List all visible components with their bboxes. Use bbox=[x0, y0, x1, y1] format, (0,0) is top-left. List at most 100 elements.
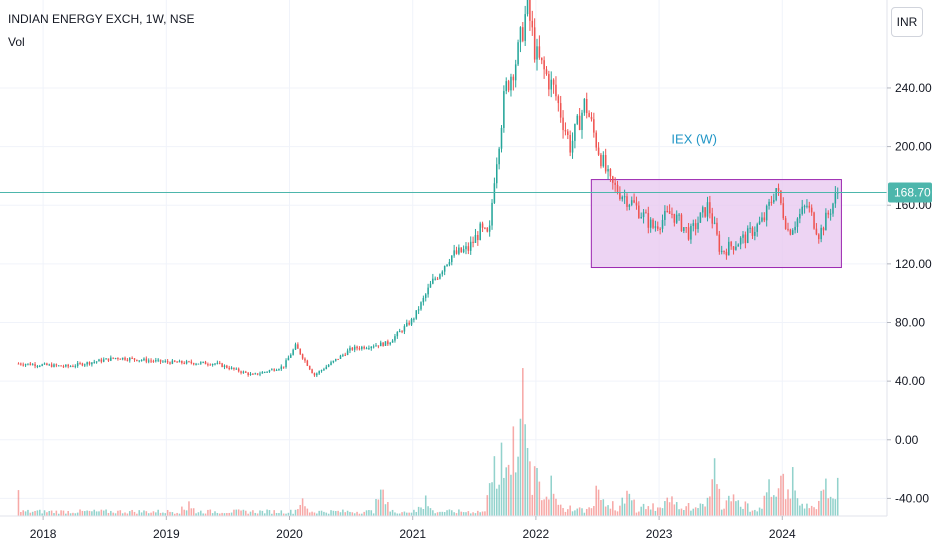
candle[interactable] bbox=[673, 213, 676, 223]
candle[interactable] bbox=[822, 227, 825, 231]
candle[interactable] bbox=[557, 96, 560, 104]
candle[interactable] bbox=[221, 363, 223, 367]
candle[interactable] bbox=[197, 363, 200, 365]
candle[interactable] bbox=[536, 46, 538, 60]
candle[interactable] bbox=[773, 200, 775, 203]
candle[interactable] bbox=[709, 202, 711, 214]
candle[interactable] bbox=[48, 364, 51, 366]
candle[interactable] bbox=[308, 365, 311, 370]
candle[interactable] bbox=[832, 203, 834, 214]
candle[interactable] bbox=[387, 341, 389, 345]
candle[interactable] bbox=[460, 247, 463, 253]
candle[interactable] bbox=[647, 213, 650, 228]
candle[interactable] bbox=[827, 212, 830, 215]
candle[interactable] bbox=[124, 357, 126, 360]
candle[interactable] bbox=[95, 361, 98, 363]
candle[interactable] bbox=[628, 204, 631, 207]
candle[interactable] bbox=[406, 322, 408, 327]
candle[interactable] bbox=[320, 370, 323, 372]
candle[interactable] bbox=[342, 354, 344, 356]
candle[interactable] bbox=[237, 368, 240, 372]
candle[interactable] bbox=[593, 119, 595, 133]
candle[interactable] bbox=[777, 188, 780, 191]
candle[interactable] bbox=[720, 250, 723, 252]
candle[interactable] bbox=[649, 219, 652, 228]
candle[interactable] bbox=[429, 283, 432, 288]
candle[interactable] bbox=[20, 363, 22, 365]
candle[interactable] bbox=[581, 112, 583, 130]
candle[interactable] bbox=[34, 364, 36, 367]
candle[interactable] bbox=[531, 20, 534, 28]
candle[interactable] bbox=[278, 369, 280, 371]
candle[interactable] bbox=[337, 358, 339, 360]
candle[interactable] bbox=[254, 373, 257, 375]
candle[interactable] bbox=[245, 371, 247, 373]
candle[interactable] bbox=[680, 214, 683, 231]
candle[interactable] bbox=[29, 363, 32, 366]
candle[interactable] bbox=[782, 203, 785, 219]
candle[interactable] bbox=[614, 182, 616, 185]
candle[interactable] bbox=[365, 348, 368, 350]
candle[interactable] bbox=[107, 358, 110, 361]
candle[interactable] bbox=[585, 98, 588, 114]
candle[interactable] bbox=[117, 357, 119, 359]
candle[interactable] bbox=[200, 362, 202, 364]
candle[interactable] bbox=[349, 347, 351, 351]
candle[interactable] bbox=[683, 227, 685, 231]
candle[interactable] bbox=[202, 361, 204, 363]
candle[interactable] bbox=[432, 278, 434, 284]
candle[interactable] bbox=[76, 363, 79, 366]
candle[interactable] bbox=[119, 358, 122, 360]
candle[interactable] bbox=[143, 358, 145, 361]
candle[interactable] bbox=[131, 357, 133, 359]
candle[interactable] bbox=[799, 213, 801, 219]
candle[interactable] bbox=[43, 363, 46, 365]
candle[interactable] bbox=[188, 361, 190, 363]
candle[interactable] bbox=[230, 367, 233, 369]
candle[interactable] bbox=[732, 246, 735, 250]
candle[interactable] bbox=[403, 326, 406, 332]
candle[interactable] bbox=[24, 364, 27, 366]
candle[interactable] bbox=[93, 361, 96, 363]
candle[interactable] bbox=[79, 363, 81, 365]
candle[interactable] bbox=[514, 64, 517, 81]
candle[interactable] bbox=[249, 373, 252, 375]
candle[interactable] bbox=[140, 360, 143, 362]
candle[interactable] bbox=[604, 155, 607, 172]
candle[interactable] bbox=[346, 350, 349, 355]
candle[interactable] bbox=[389, 342, 391, 345]
candle[interactable] bbox=[247, 372, 249, 375]
candle[interactable] bbox=[114, 357, 117, 359]
candle[interactable] bbox=[590, 116, 593, 120]
candle[interactable] bbox=[311, 369, 313, 374]
candle[interactable] bbox=[233, 367, 235, 370]
candle[interactable] bbox=[543, 60, 545, 70]
candle[interactable] bbox=[784, 218, 787, 229]
candle[interactable] bbox=[344, 354, 346, 356]
candle[interactable] bbox=[690, 225, 692, 240]
candle[interactable] bbox=[351, 347, 354, 350]
candle[interactable] bbox=[713, 222, 716, 224]
candle[interactable] bbox=[630, 200, 633, 205]
candle[interactable] bbox=[503, 91, 505, 128]
candle[interactable] bbox=[588, 113, 590, 117]
candle[interactable] bbox=[638, 205, 640, 219]
candle[interactable] bbox=[687, 227, 690, 240]
candle[interactable] bbox=[214, 363, 216, 365]
candle[interactable] bbox=[157, 359, 159, 361]
candle[interactable] bbox=[195, 363, 197, 365]
candle[interactable] bbox=[763, 217, 766, 221]
candle[interactable] bbox=[133, 358, 136, 360]
candle[interactable] bbox=[633, 200, 635, 203]
candle[interactable] bbox=[192, 363, 195, 365]
candle[interactable] bbox=[105, 358, 107, 360]
candle[interactable] bbox=[88, 362, 91, 365]
candle[interactable] bbox=[815, 228, 818, 235]
candle[interactable] bbox=[266, 371, 268, 373]
candle[interactable] bbox=[181, 360, 183, 363]
candle[interactable] bbox=[164, 361, 167, 363]
candle[interactable] bbox=[455, 250, 458, 254]
candle[interactable] bbox=[370, 346, 373, 349]
candle[interactable] bbox=[451, 255, 453, 263]
